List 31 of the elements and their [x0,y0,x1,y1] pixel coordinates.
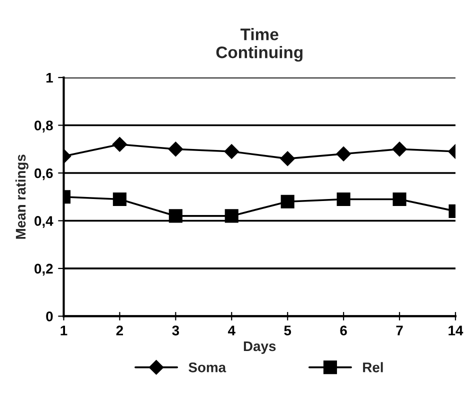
x-tick-label: 7 [396,326,403,336]
point [336,146,351,162]
x-tick-label: 14 [448,326,464,336]
x-tick-label: 1 [60,326,68,336]
y-tick-label: 0,6 [34,168,53,180]
y-tick-label: 0,2 [34,264,53,276]
x-tick-label: 5 [284,326,292,336]
y-tick-label: 1 [46,72,53,83]
point [224,209,238,223]
point [336,192,350,206]
y-tick-label: 0,4 [34,216,54,228]
point [112,136,128,152]
point [280,194,294,208]
legend-label: Soma [188,362,226,372]
x-tick-label: 2 [116,326,123,336]
y-tick-label: 0,8 [34,120,53,132]
point [392,142,407,157]
point [168,142,184,157]
x-axis-title: Days [244,341,276,354]
x-tick-label: 6 [340,326,347,336]
chart-title: Time Continuing [216,28,302,62]
point [392,192,406,206]
y-tick-label: 0 [46,312,53,322]
y-axis-title: Mean ratings [15,154,28,239]
point [168,209,182,223]
x-tick-label: 3 [172,326,180,336]
x-tick-label: 4 [228,326,236,336]
point [112,192,126,206]
point [280,151,295,166]
legend-label: Rel [363,362,383,372]
point [224,144,240,159]
